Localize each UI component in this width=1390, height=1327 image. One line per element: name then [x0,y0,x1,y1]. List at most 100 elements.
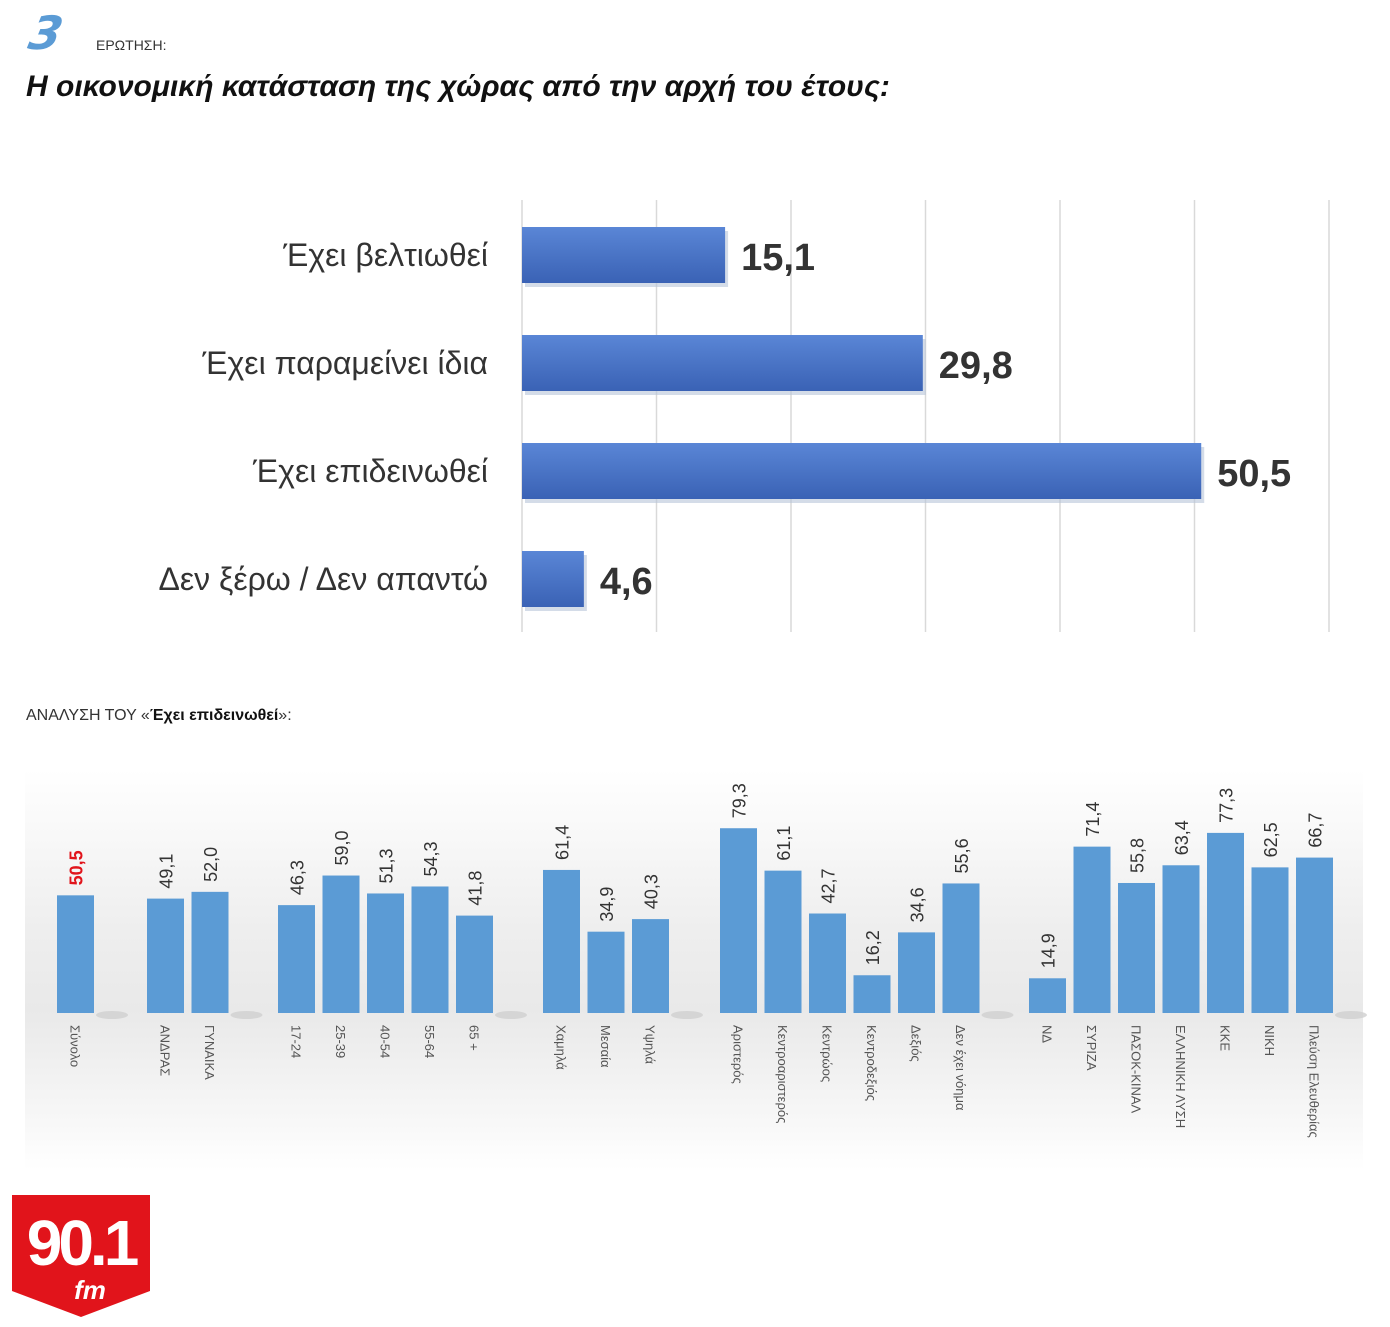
breakdown-value-label: 16,2 [863,930,883,965]
breakdown-bar [1029,978,1066,1013]
question-label: ΕΡΩΤΗΣΗ: [96,37,167,53]
breakdown-value-label: 71,4 [1083,802,1103,837]
main-bar [522,335,923,391]
breakdown-category-label: Δεν έχει νόημα [953,1025,968,1111]
breakdown-bar [1073,846,1111,1013]
breakdown-bar-chart: 50,5 Σύνολο 49,1 ΑΝΔΡΑΣ 52,0 ΓΥΝΑΙΚΑ 46,3 17-24… [57,783,1367,1138]
breakdown-bar [1296,857,1333,1013]
breakdown-category-label: Αριστερός [731,1025,746,1084]
breakdown-category-label: 25-39 [333,1025,348,1058]
breakdown-category-label: 40-54 [378,1025,393,1058]
main-value-label: 29,8 [939,345,1013,387]
breakdown-bar [147,898,184,1013]
breakdown-value-label: 54,3 [421,841,441,876]
breakdown-bar [367,893,404,1013]
breakdown-value-label: 49,1 [157,854,177,889]
question-title: Η οικονομική κατάσταση της χώρας από την… [26,70,890,103]
logo-shield [12,1195,150,1317]
breakdown-value-label: 42,7 [819,868,839,903]
breakdown-value-label: 62,5 [1261,822,1281,857]
main-category-label: Έχει βελτιωθεί [282,237,488,273]
group-separator-shadow [96,1011,128,1019]
breakdown-bar [809,913,846,1013]
main-value-label: 15,1 [741,237,815,279]
breakdown-bar [942,883,980,1013]
logo-subtext: fm [74,1275,106,1305]
main-bar-chart: Έχει βελτιωθεί 15,1 Έχει παραμείνει ίδια 29… [158,200,1330,632]
breakdown-category-label: Πλεύση Ελευθερίας [1307,1025,1322,1138]
breakdown-category-label: ΝΙΚΗ [1262,1025,1277,1056]
breakdown-category-label: ΣΥΡΙΖΑ [1084,1025,1099,1071]
breakdown-value-label: 79,3 [730,783,750,818]
breakdown-value-label: 34,6 [908,887,928,922]
breakdown-value-label: 41,8 [466,871,486,906]
breakdown-bar [1207,832,1244,1013]
breakdown-value-label: 40,3 [642,874,662,909]
breakdown-category-label: ΚΚΕ [1218,1025,1233,1051]
breakdown-value-label: 61,4 [553,825,573,860]
breakdown-category-label: ΠΑΣΟΚ-ΚΙΝΑΛ [1129,1025,1144,1114]
breakdown-value-label: 51,3 [377,848,397,883]
main-value-label: 4,6 [600,561,653,603]
breakdown-bar [278,905,315,1013]
breakdown-bar [57,895,94,1013]
breakdown-bar [898,932,935,1013]
breakdown-value-label: 46,3 [288,860,308,895]
breakdown-value-label: 14,9 [1039,933,1059,968]
group-separator-shadow [671,1011,703,1019]
question-number: 3 [24,6,68,60]
breakdown-category-label: Μεσαία [598,1025,613,1068]
breakdown-bar [587,931,625,1013]
breakdown-bar [456,915,493,1013]
main-category-label: Δεν ξέρω / Δεν απαντώ [158,561,488,597]
breakdown-value-label: 55,6 [952,838,972,873]
breakdown-value-label: 66,7 [1306,813,1326,848]
breakdown-value-label: 50,5 [67,850,87,885]
breakdown-bar [720,828,757,1013]
breakdown-heading-prefix: ΑΝΑΛΥΣΗ ΤΟΥ « [26,707,150,724]
group-separator-shadow [495,1011,527,1019]
breakdown-value-label: 55,8 [1128,838,1148,873]
breakdown-bar [853,975,891,1013]
group-separator-shadow [981,1011,1014,1019]
group-separator-shadow [230,1011,263,1019]
breakdown-bar [764,870,802,1013]
breakdown-value-label: 52,0 [201,847,221,882]
breakdown-value-label: 61,1 [774,826,794,861]
breakdown-bar [632,919,669,1013]
breakdown-value-label: 77,3 [1217,788,1237,823]
breakdown-bar [1118,882,1155,1013]
breakdown-value-label: 63,4 [1172,820,1192,855]
main-category-label: Έχει επιδεινωθεί [252,453,488,489]
breakdown-category-label: 55-64 [422,1025,437,1058]
breakdown-heading: ΑΝΑΛΥΣΗ ΤΟΥ «Έχει επιδεινωθεί»: [26,707,292,725]
breakdown-bar [191,891,229,1013]
breakdown-bar [1251,867,1289,1013]
breakdown-category-label: ΝΔ [1040,1025,1055,1043]
breakdown-heading-bold: Έχει επιδεινωθεί [149,707,279,724]
main-value-label: 50,5 [1217,453,1291,495]
breakdown-heading-suffix: »: [278,707,292,724]
breakdown-category-label: ΓΥΝΑΙΚΑ [202,1025,217,1080]
breakdown-bar [543,869,580,1013]
breakdown-category-label: Σύνολο [68,1025,83,1067]
main-bar [522,443,1202,499]
main-bar [522,227,726,283]
group-separator-shadow [1335,1011,1367,1019]
breakdown-bar [322,875,360,1013]
main-bar [522,551,584,607]
breakdown-category-label: 65 + [467,1025,482,1051]
breakdown-category-label: Κεντρώος [820,1025,835,1082]
breakdown-value-label: 59,0 [332,830,352,865]
breakdown-category-label: 17-24 [289,1025,304,1058]
breakdown-category-label: Χαμηλά [554,1025,569,1070]
breakdown-category-label: Κεντροαριστερός [775,1025,790,1123]
breakdown-category-label: Υψηλά [643,1025,658,1064]
station-logo: 90.1 fm [12,1195,150,1317]
breakdown-category-label: Κεντροδεξιός [864,1025,879,1101]
main-category-label: Έχει παραμείνει ίδια [201,345,488,381]
breakdown-category-label: ΕΛΛΗΝΙΚΗ ΛΥΣΗ [1173,1025,1188,1128]
breakdown-value-label: 34,9 [597,887,617,922]
logo-text: 90.1 [27,1207,138,1279]
breakdown-bar [411,886,449,1013]
